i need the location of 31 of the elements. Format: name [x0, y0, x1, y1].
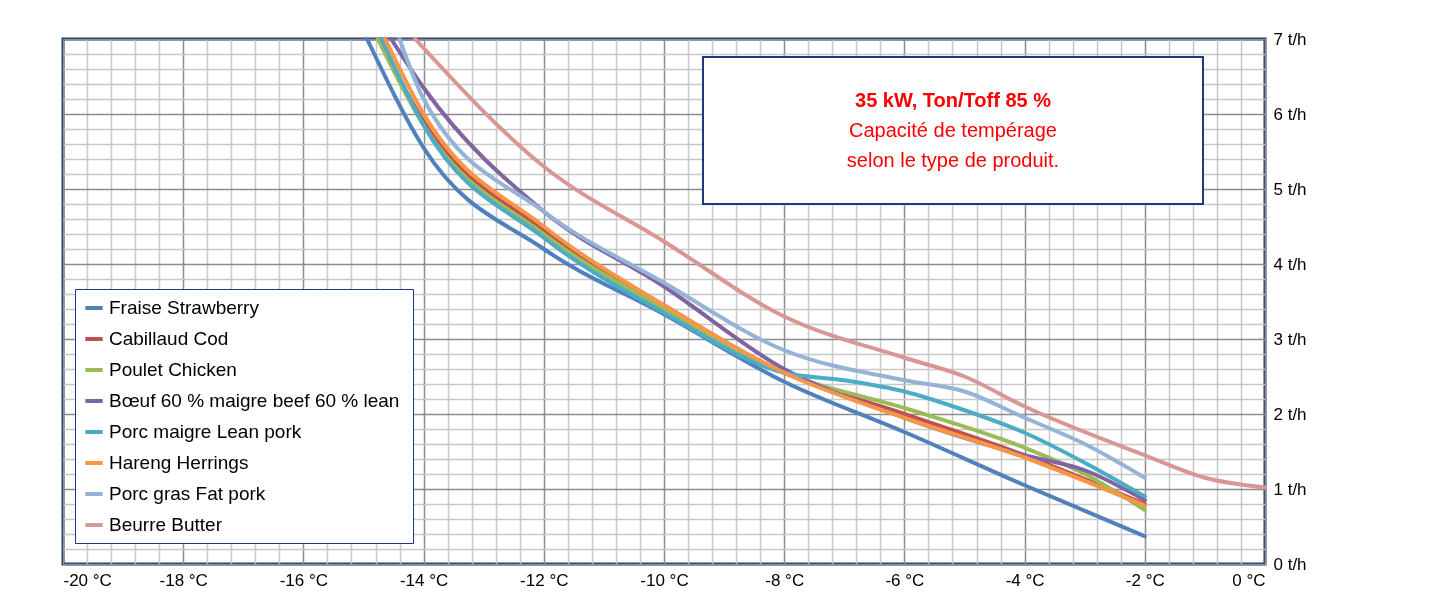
x-tick-label: -10 °C — [640, 570, 689, 590]
legend-label: Bœuf 60 % maigre beef 60 % lean — [109, 390, 400, 411]
legend-label: Hareng Herrings — [109, 452, 249, 473]
y-tick-label: 2 t/h — [1273, 404, 1307, 424]
y-tick-label: 6 t/h — [1273, 104, 1307, 124]
x-tick-label: 0 °C — [1232, 570, 1266, 590]
x-tick-label: -16 °C — [279, 570, 329, 590]
legend-label: Porc gras Fat pork — [109, 483, 266, 504]
annotation: 35 kW, Ton/Toff 85 % — [855, 89, 1052, 111]
legend-label: Poulet Chicken — [109, 359, 237, 380]
y-tick-label: 4 t/h — [1273, 254, 1307, 274]
legend-label: Cabillaud Cod — [109, 328, 229, 349]
y-tick-label: 1 t/h — [1273, 479, 1307, 499]
annotation: Capacité de tempérage — [849, 119, 1057, 141]
legend-label: Porc maigre Lean pork — [109, 421, 302, 442]
x-tick-label: -6 °C — [885, 570, 925, 590]
y-tick-label: 3 t/h — [1273, 329, 1307, 349]
x-tick-label: -14 °C — [399, 570, 449, 590]
x-tick-label: -8 °C — [765, 570, 805, 590]
y-tick-label: 0 t/h — [1273, 554, 1307, 574]
x-tick-label: -12 °C — [520, 570, 569, 590]
x-tick-label: -20 °C — [63, 570, 112, 590]
x-tick-label: -18 °C — [159, 570, 208, 590]
x-tick-label: -4 °C — [1005, 570, 1045, 590]
y-tick-label: 5 t/h — [1273, 179, 1307, 199]
y-tick-label: 7 t/h — [1273, 29, 1307, 49]
x-tick-label: -2 °C — [1125, 570, 1165, 590]
line-series — [413, 37, 1267, 490]
legend-label: Beurre Butter — [109, 514, 223, 535]
legend-label: Fraise Strawberry — [109, 297, 260, 318]
annotation: selon le type de produit. — [846, 149, 1060, 171]
